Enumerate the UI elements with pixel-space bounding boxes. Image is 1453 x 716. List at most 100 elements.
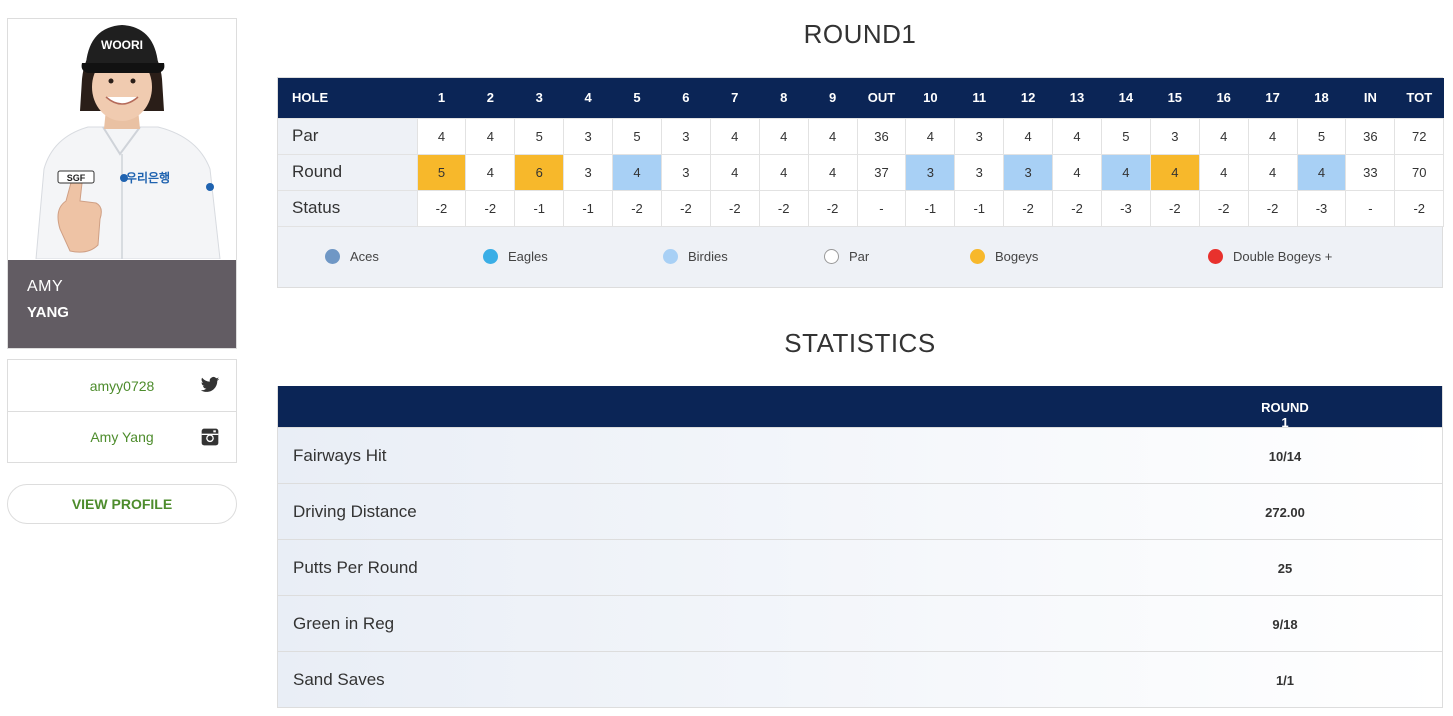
- score-cell: 4: [1198, 117, 1249, 155]
- legend-item: Eagles: [483, 248, 548, 264]
- twitter-icon[interactable]: [200, 375, 220, 395]
- hole-header: HOLE: [278, 78, 417, 118]
- twitter-handle[interactable]: amyy0728: [89, 377, 155, 394]
- hole-column-header: 8: [759, 78, 809, 118]
- score-cell: -: [856, 189, 907, 227]
- score-cell: 3: [954, 117, 1005, 155]
- hole-column-header: 13: [1052, 78, 1102, 118]
- score-cell: 4: [1296, 153, 1347, 191]
- hole-column-header: 2: [465, 78, 515, 118]
- score-cell: -2: [612, 189, 662, 227]
- score-cell: -2: [416, 189, 467, 227]
- score-cell: -1: [905, 189, 956, 227]
- stat-value: 1/1: [1275, 673, 1295, 688]
- score-cell: -2: [1198, 189, 1249, 227]
- stat-row: Sand Saves 1/1: [278, 651, 1442, 707]
- score-cell: 4: [1100, 153, 1151, 191]
- score-cell: 33: [1345, 153, 1396, 191]
- stat-row: Driving Distance 272.00: [278, 483, 1442, 539]
- scorecard-row-status: Status -2 -2 -1 -1 -2 -2 -2 -2 -2- -1 -1 -2 -2 -3 -2 -2-…: [278, 189, 1445, 227]
- legend-label: Birdies: [688, 248, 728, 264]
- score-cell: -2: [1247, 189, 1298, 227]
- score-cell: 4: [465, 153, 516, 191]
- score-cell: -2: [660, 189, 711, 227]
- statistics-column-round1: ROUND 1: [1261, 400, 1309, 430]
- score-cell: 5: [1100, 117, 1151, 155]
- score-cell: 4: [758, 117, 809, 155]
- twitter-link[interactable]: amyy0728: [8, 360, 236, 411]
- score-cell: -2: [807, 189, 858, 227]
- player-card: WOORI SGF 우리은행 AMY YANG: [7, 18, 237, 349]
- row-label: Par: [278, 117, 418, 155]
- score-cell: -2: [1394, 189, 1445, 227]
- stat-value: 272.00: [1265, 505, 1305, 520]
- score-cell: 3: [954, 153, 1005, 191]
- sponsor-patch-text: SGF: [67, 173, 86, 183]
- stat-value: 25: [1277, 561, 1293, 576]
- legend-label: Eagles: [508, 248, 548, 264]
- scorecard: HOLE 1 2 3 4 5 6 7 8 9 OUT 10 11 12 13 14 15 16 17 18 IN TOT …: [277, 77, 1445, 288]
- hole-column-header: 7: [710, 78, 760, 118]
- social-links: amyy0728 Amy Yang: [7, 359, 237, 463]
- score-cell: 5: [514, 117, 565, 155]
- hole-column-header: 3: [514, 78, 564, 118]
- score-cell: 4: [1149, 153, 1200, 191]
- score-cell: 4: [709, 153, 760, 191]
- stat-label: Putts Per Round: [293, 558, 418, 577]
- hole-column-header: 1: [417, 78, 466, 118]
- instagram-link[interactable]: Amy Yang: [8, 411, 236, 462]
- stat-row: Putts Per Round 25: [278, 539, 1442, 595]
- score-cell: 4: [416, 117, 467, 155]
- bank-logo-text: 우리은행: [126, 170, 170, 185]
- score-cell: -1: [563, 189, 614, 227]
- stat-label: Green in Reg: [293, 614, 395, 633]
- score-cell: -2: [1149, 189, 1200, 227]
- player-sidebar: WOORI SGF 우리은행 AMY YANG amyy0728 Amy Ya: [7, 18, 237, 524]
- score-cell: 4: [1052, 117, 1102, 155]
- row-label: Status: [278, 189, 418, 227]
- hole-column-header: 17: [1248, 78, 1298, 118]
- score-cell: 36: [1345, 117, 1396, 155]
- player-photo: WOORI SGF 우리은행: [8, 19, 236, 260]
- score-cell: 4: [758, 153, 809, 191]
- hole-column-header: IN: [1345, 78, 1395, 118]
- view-profile-button[interactable]: VIEW PROFILE: [7, 484, 237, 524]
- score-cell: 3: [563, 153, 614, 191]
- statistics-title: STATISTICS: [784, 328, 936, 358]
- hole-column-header: 16: [1199, 78, 1249, 118]
- hole-column-header: 11: [954, 78, 1004, 118]
- legend-dot-icon: [663, 248, 678, 264]
- hole-column-header: 4: [563, 78, 613, 118]
- score-cell: -2: [1003, 189, 1054, 227]
- score-cell: 5: [1296, 117, 1347, 155]
- legend-item: Aces: [325, 248, 379, 264]
- scorecard-header-row: HOLE 1 2 3 4 5 6 7 8 9 OUT 10 11 12 13 14 15 16 17 18 IN TOT: [278, 78, 1444, 118]
- legend-label: Par: [849, 248, 870, 264]
- instagram-icon[interactable]: [200, 427, 220, 447]
- legend-dot-icon: [824, 248, 839, 264]
- stat-value: 10/14: [1268, 449, 1302, 464]
- score-cell: 4: [709, 117, 760, 155]
- score-cell: 5: [416, 153, 467, 191]
- score-cell: 70: [1394, 153, 1445, 191]
- score-cell: 4: [807, 117, 858, 155]
- legend-dot-icon: [970, 248, 985, 264]
- legend-item: Double Bogeys +: [1208, 248, 1332, 264]
- hole-column-header: TOT: [1394, 78, 1444, 118]
- legend-item: Birdies: [663, 248, 728, 264]
- stat-value: 9/18: [1272, 617, 1298, 632]
- score-cell: -1: [954, 189, 1005, 227]
- hole-column-header: 5: [612, 78, 662, 118]
- score-cell: -1: [514, 189, 565, 227]
- score-legend: Aces Eagles Birdies Par Bogeys Double Bogeys …: [278, 227, 1442, 288]
- statistics-table: ROUND 1 Fairways Hit 10/14 Driving Distanc…: [277, 386, 1443, 708]
- hole-column-header: 6: [661, 78, 711, 118]
- player-name-box: AMY YANG: [8, 260, 236, 348]
- score-cell: -: [1345, 189, 1396, 227]
- stat-label: Sand Saves: [293, 670, 385, 689]
- stat-label: Driving Distance: [293, 502, 417, 521]
- instagram-handle[interactable]: Amy Yang: [90, 429, 154, 445]
- player-last-name: YANG: [27, 304, 69, 321]
- stat-row: Fairways Hit 10/14: [278, 427, 1442, 483]
- row-label: Round: [278, 153, 418, 191]
